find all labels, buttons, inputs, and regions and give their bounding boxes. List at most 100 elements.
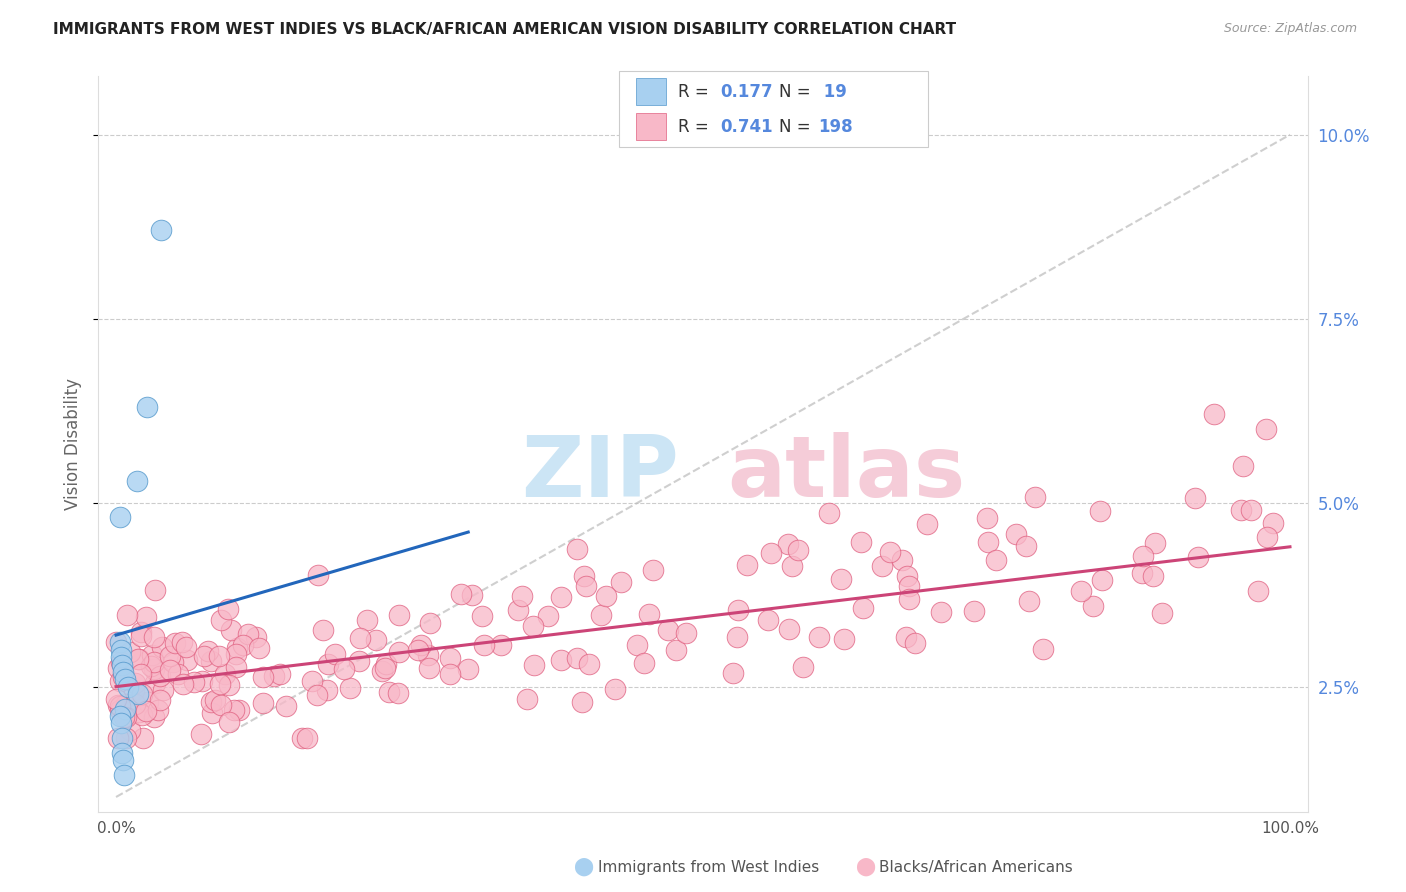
Point	[135, 704, 157, 718]
Text: Immigrants from West Indies: Immigrants from West Indies	[598, 860, 818, 874]
Text: IMMIGRANTS FROM WEST INDIES VS BLACK/AFRICAN AMERICAN VISION DISABILITY CORRELAT: IMMIGRANTS FROM WEST INDIES VS BLACK/AFR…	[53, 22, 956, 37]
Point	[727, 603, 749, 617]
Point	[830, 572, 852, 586]
Point	[236, 626, 259, 640]
Point	[387, 608, 409, 623]
Text: ⬤: ⬤	[855, 858, 875, 876]
Point	[107, 698, 129, 712]
Point	[191, 673, 214, 688]
Point	[312, 623, 335, 637]
Point	[472, 638, 495, 652]
Point	[852, 600, 875, 615]
Point	[665, 642, 688, 657]
Point	[301, 674, 323, 689]
Point	[387, 686, 409, 700]
Point	[263, 669, 285, 683]
Text: Blacks/African Americans: Blacks/African Americans	[879, 860, 1073, 874]
Point	[890, 553, 912, 567]
Point	[780, 558, 803, 573]
Point	[110, 642, 132, 657]
Point	[1247, 583, 1270, 598]
Point	[759, 546, 782, 560]
Point	[1256, 531, 1278, 545]
Point	[721, 666, 744, 681]
Point	[1005, 527, 1028, 541]
Point	[1088, 504, 1111, 518]
Point	[159, 648, 181, 663]
Point	[247, 641, 270, 656]
Point	[894, 630, 917, 644]
Point	[204, 693, 226, 707]
Point	[349, 631, 371, 645]
Point	[307, 568, 329, 582]
Point	[977, 534, 1000, 549]
Point	[817, 506, 839, 520]
Point	[1263, 516, 1285, 531]
Point	[200, 654, 222, 668]
Point	[408, 642, 430, 657]
Point	[252, 670, 274, 684]
Text: R =: R =	[678, 118, 714, 136]
Point	[129, 629, 152, 643]
Point	[159, 664, 181, 678]
Point	[110, 674, 132, 689]
Point	[1031, 641, 1053, 656]
Point	[419, 616, 441, 631]
Point	[131, 687, 153, 701]
Point	[190, 727, 212, 741]
Point	[609, 575, 631, 590]
Point	[567, 651, 589, 665]
Text: Source: ZipAtlas.com: Source: ZipAtlas.com	[1223, 22, 1357, 36]
Point	[112, 665, 135, 679]
Text: 0.741: 0.741	[720, 118, 772, 136]
Point	[108, 635, 131, 649]
Point	[316, 683, 339, 698]
Point	[128, 705, 150, 719]
Point	[208, 649, 231, 664]
Point	[356, 613, 378, 627]
Point	[150, 640, 173, 654]
Point	[1240, 503, 1263, 517]
Point	[1018, 594, 1040, 608]
Point	[127, 474, 149, 488]
Point	[1069, 584, 1091, 599]
Point	[143, 709, 166, 723]
Point	[1230, 502, 1253, 516]
Point	[129, 625, 152, 640]
Point	[107, 661, 129, 675]
Point	[578, 657, 600, 671]
Point	[219, 623, 242, 637]
Point	[1015, 539, 1038, 553]
Point	[725, 630, 748, 644]
Point	[370, 665, 392, 679]
Point	[149, 669, 172, 683]
Point	[131, 707, 153, 722]
Point	[127, 652, 149, 666]
Point	[118, 645, 141, 659]
Point	[128, 651, 150, 665]
Point	[193, 648, 215, 663]
Point	[124, 675, 146, 690]
Point	[252, 696, 274, 710]
Point	[135, 400, 157, 414]
Point	[537, 608, 560, 623]
Text: R =: R =	[678, 83, 714, 101]
Point	[565, 542, 588, 557]
Point	[897, 591, 920, 606]
Text: ZIP: ZIP	[522, 432, 679, 515]
Point	[143, 662, 166, 676]
Point	[603, 682, 626, 697]
Point	[792, 660, 814, 674]
Point	[675, 625, 697, 640]
Point	[200, 695, 222, 709]
Point	[149, 223, 172, 237]
Point	[915, 517, 938, 532]
Text: 0.177: 0.177	[720, 83, 772, 101]
Point	[209, 698, 232, 712]
Point	[176, 653, 198, 667]
Point	[378, 685, 401, 699]
Point	[108, 698, 131, 713]
Point	[439, 651, 461, 665]
Point	[471, 608, 494, 623]
Point	[218, 677, 240, 691]
